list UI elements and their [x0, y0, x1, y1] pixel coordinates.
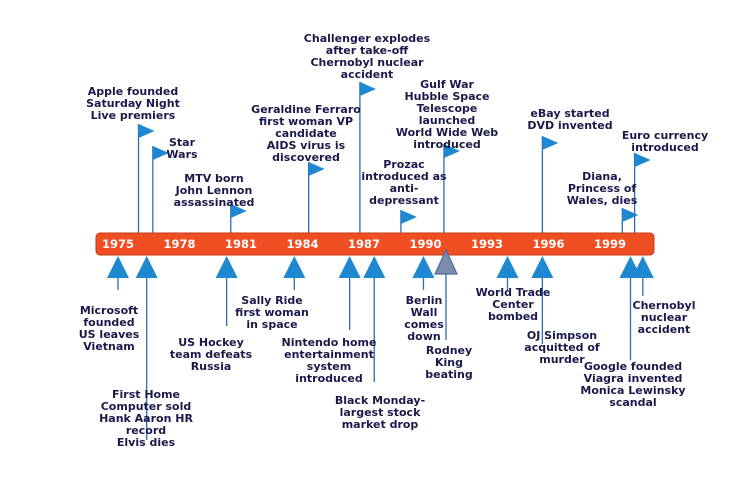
- year-label-1993: 1993: [471, 237, 503, 251]
- year-label-1996: 1996: [532, 237, 564, 251]
- event-label-above: Prozac introduced as anti-depressant: [361, 158, 447, 207]
- flag-marker: [443, 144, 460, 158]
- event-label-below: World Trade Center bombed: [476, 286, 551, 323]
- year-label-1981: 1981: [225, 237, 257, 251]
- flag-marker: [138, 124, 155, 138]
- poles-layer: [117, 82, 644, 440]
- triangle-marker: [363, 256, 386, 278]
- event-label-above: Apple founded Saturday Night Live premiers: [86, 85, 180, 122]
- flag-marker: [359, 82, 376, 96]
- triangle-marker: [107, 256, 129, 278]
- year-label-1984: 1984: [286, 237, 318, 251]
- year-labels: 1975 1978 1981 1984 1987 1990 1993 1996 1999: [102, 237, 626, 251]
- event-label-below: Chernobyl nuclear accident: [633, 299, 696, 336]
- flag-marker: [230, 204, 247, 218]
- timeline-bar: [95, 232, 655, 256]
- event-label-below: Microsoft founded US leaves Vietnam: [79, 304, 140, 353]
- event-label-below: First Home Computer sold Hank Aaron HR reco…: [99, 388, 193, 449]
- triangle-marker: [135, 256, 158, 278]
- flag-marker: [400, 210, 417, 224]
- event-label-below: OJ Simpson acquitted of murder: [524, 329, 600, 366]
- triangle-marker: [496, 256, 519, 278]
- event-label-above: Diana, Princess of Wales, dies: [567, 170, 638, 207]
- event-label-above: Gulf War Hubble Space Telescope launched Wor…: [396, 78, 498, 151]
- year-label-1999: 1999: [594, 237, 626, 251]
- flag-marker: [634, 153, 651, 167]
- markers-layer: [107, 82, 654, 278]
- event-label-below: Rodney King beating: [425, 344, 473, 381]
- event-label-below: Black Monday-largest stock market drop: [335, 394, 425, 431]
- flag-marker: [308, 162, 325, 176]
- year-label-1987: 1987: [348, 237, 380, 251]
- flag-marker: [152, 146, 169, 160]
- event-label-below: Google founded Viagra invented Monica Lewi…: [580, 360, 685, 409]
- triangle-marker: [215, 256, 238, 278]
- event-label-above: Geraldine Ferraro first woman VP candidate…: [251, 103, 361, 164]
- event-label-above: eBay started DVD invented: [527, 107, 612, 132]
- event-labels: Apple founded Saturday Night Live premiers…: [79, 32, 708, 449]
- flag-marker: [542, 136, 559, 150]
- event-label-above: Euro currency introduced: [622, 129, 708, 154]
- triangle-marker: [412, 256, 435, 278]
- triangle-marker: [283, 256, 306, 278]
- year-label-1990: 1990: [409, 237, 441, 251]
- triangle-marker: [631, 256, 654, 278]
- event-label-above: MTV born John Lennon assassinated: [174, 172, 255, 209]
- event-label-below: Sally Ride first woman in space: [235, 294, 309, 331]
- flag-marker: [622, 208, 639, 222]
- event-label-above: Star Wars: [166, 136, 198, 161]
- event-label-below: Berlin Wall comes down: [404, 294, 444, 343]
- year-label-1975: 1975: [102, 237, 134, 251]
- triangle-marker: [531, 256, 554, 278]
- event-label-below: Nintendo home entertainment system introduc…: [282, 336, 377, 385]
- event-label-above: Challenger explodes after take-off Chernob…: [304, 32, 431, 81]
- current-position-marker: [434, 248, 458, 275]
- event-label-below: US Hockey team defeats Russia: [170, 336, 253, 373]
- triangle-marker: [338, 256, 361, 278]
- year-label-1978: 1978: [163, 237, 195, 251]
